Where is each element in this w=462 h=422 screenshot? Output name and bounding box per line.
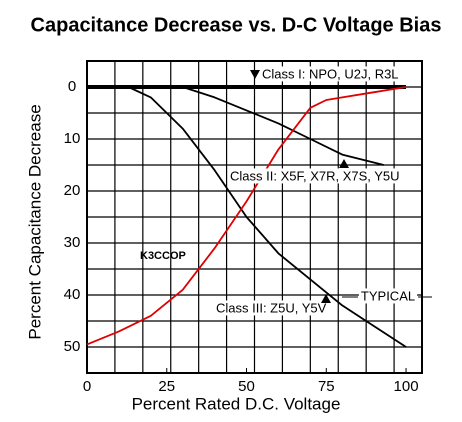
series-label: Class III: Z5U, Y5V	[216, 300, 327, 315]
y-tick-label: 30	[64, 234, 81, 251]
label-bg	[358, 288, 418, 304]
y-tick-label: 40	[64, 286, 81, 303]
series-label: K3CCOP	[140, 250, 186, 262]
series-label: Class I: NPO, U2J, R3L	[262, 66, 399, 81]
arrow	[339, 159, 349, 168]
x-tick-label: 50	[238, 378, 255, 395]
plot-frame	[86, 60, 423, 374]
x-tick-label: 75	[318, 378, 335, 395]
arrow	[321, 294, 331, 303]
label-bg	[214, 300, 329, 316]
series-label: Class II: X5F, X7R, X7S, Y5U	[230, 168, 400, 183]
x-tick-label: 25	[158, 378, 175, 395]
label-bg	[260, 66, 401, 82]
x-axis-label: Percent Rated D.C. Voltage	[132, 394, 341, 413]
x-tick-label: 100	[394, 378, 419, 395]
y-tick-label: 50	[64, 338, 81, 355]
y-tick-label: 20	[64, 182, 81, 199]
y-axis-label: Percent Capacitance Decrease	[25, 104, 44, 339]
x-tick-label: 0	[83, 378, 91, 395]
y-tick-label: 10	[64, 130, 81, 147]
label-bg	[228, 168, 402, 184]
series-line	[87, 86, 407, 348]
series-line	[87, 86, 384, 166]
annotation: TYPICAL	[361, 288, 415, 303]
arrow	[250, 70, 260, 79]
chart-title: Capacitance Decrease vs. D-C Voltage Bia…	[31, 14, 442, 36]
y-tick-label: 0	[68, 78, 76, 95]
